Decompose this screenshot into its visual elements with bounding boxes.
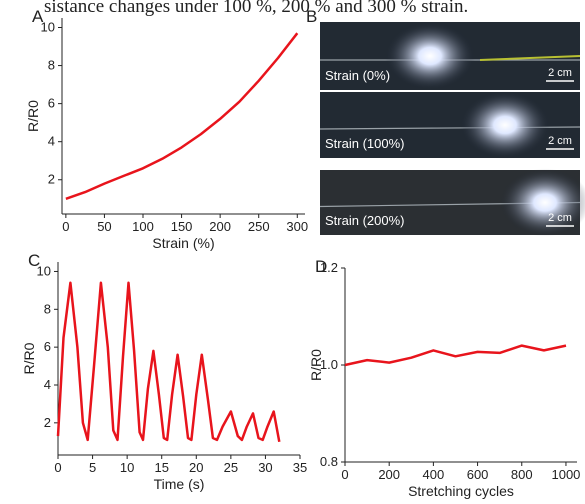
y-tick-label: 4 [48,134,55,149]
photo-label: Strain (200%) [325,213,404,228]
y-tick-label: 4 [44,377,51,392]
x-tick-label: 0 [54,460,61,475]
scale-label: 2 cm [548,135,572,147]
y-axis-label: R/R0 [25,100,41,132]
x-tick-label: 400 [423,467,445,482]
x-tick-label: 100 [132,219,154,234]
x-tick-label: 150 [171,219,193,234]
y-axis-label: R/R0 [21,342,37,374]
photo-label: Strain (0%) [325,68,390,83]
x-tick-label: 250 [248,219,270,234]
x-tick-label: 30 [258,460,272,475]
x-tick-label: 20 [189,460,203,475]
x-axis-label: Stretching cycles [408,483,514,499]
x-tick-label: 25 [224,460,238,475]
y-tick-label: 8 [44,301,51,316]
x-axis-label: Time (s) [154,476,205,492]
x-tick-label: 50 [97,219,111,234]
x-tick-label: 600 [467,467,489,482]
y-axis-label: R/R0 [308,349,324,381]
y-tick-label: 10 [37,263,51,278]
x-tick-label: 1000 [551,467,580,482]
y-tick-label: 8 [48,58,55,73]
x-tick-label: 800 [511,467,533,482]
data-line [56,281,281,443]
photo-label: Strain (100%) [325,136,404,151]
scale-label: 2 cm [548,67,572,79]
panel-label: B [306,7,317,26]
y-tick-label: 1.2 [320,260,338,275]
y-tick-label: 6 [44,339,51,354]
caption: sistance changes under 100 %, 200 % and … [44,0,468,17]
y-tick-label: 2 [48,172,55,187]
x-tick-label: 5 [89,460,96,475]
x-tick-label: 15 [154,460,168,475]
x-tick-label: 300 [286,219,308,234]
x-tick-label: 10 [120,460,134,475]
y-tick-label: 0.8 [320,454,338,469]
x-tick-label: 0 [341,467,348,482]
panel-label: C [28,251,40,270]
x-tick-label: 200 [378,467,400,482]
data-line [65,32,299,200]
scale-label: 2 cm [548,212,572,224]
y-tick-label: 1.0 [320,357,338,372]
light [385,22,475,90]
light [460,91,550,159]
x-tick-label: 35 [293,460,307,475]
y-tick-label: 2 [44,415,51,430]
panel-label: D [315,257,327,276]
data-line [344,344,567,367]
y-tick-label: 6 [48,96,55,111]
wire [479,55,581,61]
y-tick-label: 10 [41,20,55,35]
x-tick-label: 0 [62,219,69,234]
light [500,168,585,237]
panel-label: A [32,7,44,26]
x-axis-label: Strain (%) [152,235,214,251]
x-tick-label: 200 [209,219,231,234]
